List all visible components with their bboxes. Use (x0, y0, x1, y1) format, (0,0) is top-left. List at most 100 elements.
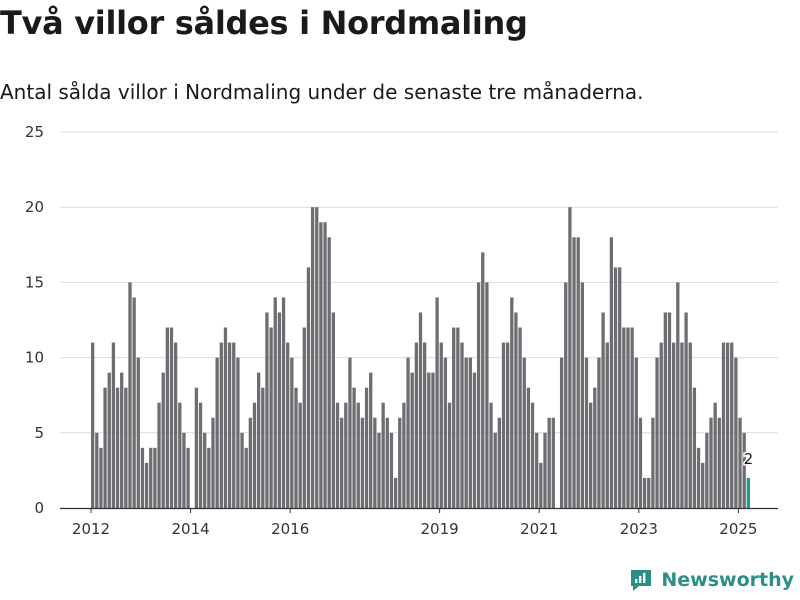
bar (501, 342, 506, 508)
bar (227, 342, 232, 508)
bar (257, 372, 261, 508)
bar (327, 237, 331, 508)
bar (439, 342, 443, 508)
bar (506, 342, 510, 508)
bar (530, 402, 535, 508)
chart-title: Två villor såldes i Nordmaling (0, 4, 528, 42)
bar (447, 402, 452, 508)
bar (738, 417, 742, 508)
bar (584, 357, 589, 508)
bar (423, 342, 427, 508)
bar (593, 387, 597, 508)
bar (169, 327, 174, 508)
bar-highlight (746, 477, 750, 508)
bar (306, 267, 311, 508)
bar (626, 327, 630, 508)
bar (642, 477, 647, 508)
bar (464, 357, 468, 508)
bar (120, 372, 124, 508)
bar (647, 477, 651, 508)
bar (174, 342, 178, 508)
bar (618, 267, 622, 508)
y-tick-label: 10 (25, 349, 44, 367)
bar (489, 402, 493, 508)
y-tick-label: 5 (34, 424, 44, 442)
bar (605, 342, 609, 508)
bar (153, 447, 157, 508)
bar (730, 342, 734, 508)
bar (393, 477, 398, 508)
bar (207, 447, 211, 508)
brand-logo[interactable]: Newsworthy (629, 568, 794, 592)
bar (568, 207, 572, 508)
bar (485, 282, 489, 508)
bar (398, 417, 402, 508)
bar (742, 432, 746, 508)
bar (261, 387, 265, 508)
bar (240, 432, 244, 508)
bar (356, 402, 360, 508)
bar (481, 252, 485, 508)
bar (435, 297, 439, 508)
bar (115, 387, 120, 508)
y-tick-label: 15 (25, 273, 44, 291)
bar (161, 372, 165, 508)
bar (136, 357, 140, 508)
bar (684, 312, 688, 508)
bar (609, 237, 614, 508)
bar (290, 357, 294, 508)
bar (348, 357, 352, 508)
bar (335, 402, 340, 508)
x-tick-label: 2012 (72, 520, 110, 538)
bar (543, 432, 547, 508)
bar (597, 357, 601, 508)
bar (659, 342, 663, 508)
bar (111, 342, 116, 508)
bar (576, 237, 580, 508)
bar (215, 357, 219, 508)
bar (319, 222, 323, 509)
bar (277, 312, 282, 508)
bar (273, 297, 277, 508)
bar (638, 417, 643, 508)
bar (510, 297, 514, 508)
bar (418, 312, 423, 508)
bar (601, 312, 605, 508)
bar (252, 402, 257, 508)
bar (725, 342, 730, 508)
bar (402, 402, 406, 508)
bar (182, 432, 186, 508)
bar (269, 327, 273, 508)
bar (140, 447, 145, 508)
bar (460, 342, 464, 508)
bar (526, 387, 531, 508)
bar (265, 312, 269, 508)
bar (613, 267, 618, 508)
brand-name: Newsworthy (661, 569, 794, 591)
bar (630, 327, 634, 508)
x-tick-label: 2021 (520, 520, 558, 538)
bar (667, 312, 672, 508)
bar (676, 282, 680, 508)
bar (452, 327, 456, 508)
bar (680, 342, 684, 508)
bar (709, 417, 713, 508)
bar (323, 222, 327, 509)
bar (286, 342, 290, 508)
bar (389, 432, 394, 508)
bar (149, 447, 153, 508)
bar (344, 402, 348, 508)
bar (178, 402, 182, 508)
bar (672, 342, 676, 508)
bar (128, 282, 132, 508)
bar (157, 402, 161, 508)
bar (688, 342, 692, 508)
y-tick-label: 20 (25, 198, 44, 216)
bar (472, 372, 477, 508)
bar (132, 297, 136, 508)
bar (456, 327, 460, 508)
bar (211, 417, 215, 508)
x-tick-label: 2025 (719, 520, 757, 538)
bar (219, 342, 223, 508)
